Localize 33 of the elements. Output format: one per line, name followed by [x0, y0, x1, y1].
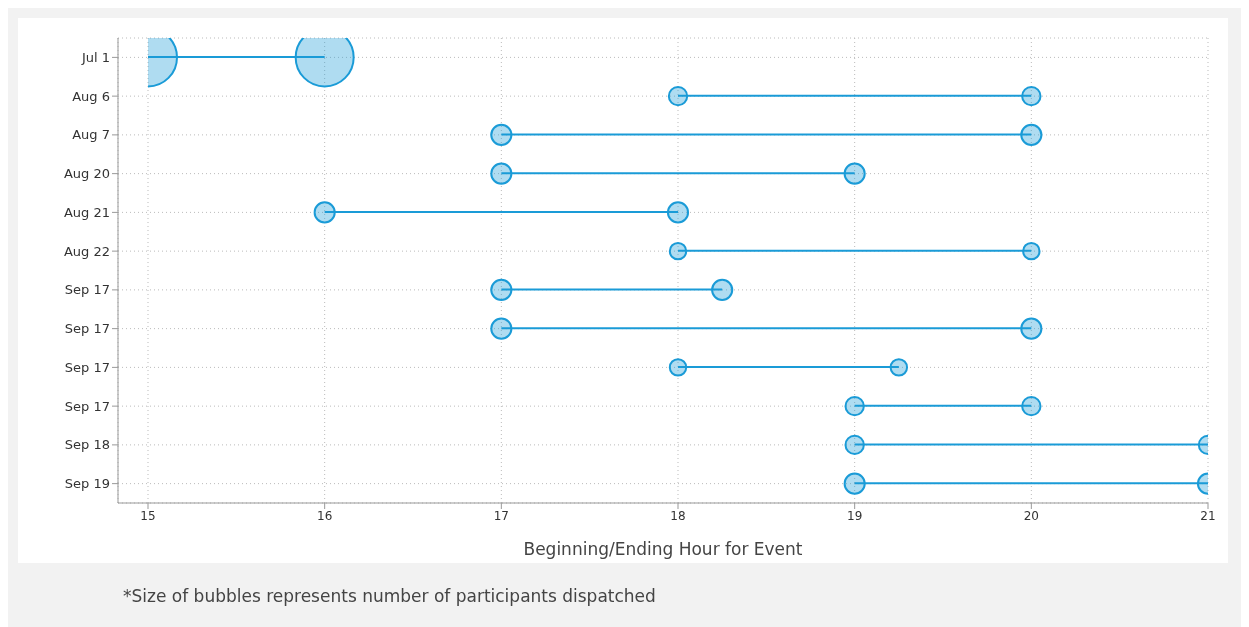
bar [501, 288, 723, 291]
x-axis-title: Beginning/Ending Hour for Event [523, 539, 803, 560]
y-tick-label: Sep 17 [64, 282, 110, 298]
x-tick-label: 15 [140, 508, 156, 523]
x-tick-label: 17 [493, 508, 509, 523]
bar [148, 56, 325, 58]
x-tick-label: 21 [1200, 508, 1216, 523]
y-tick-label: Sep 19 [64, 476, 110, 492]
x-tick-label: 18 [670, 508, 686, 523]
y-tick-label: Aug 21 [63, 204, 110, 220]
y-tick-label: Aug 6 [72, 88, 110, 104]
y-tick-label: Aug 7 [72, 127, 110, 143]
bar [324, 211, 678, 213]
bar [854, 404, 1032, 407]
bar [501, 327, 1032, 330]
bar [678, 366, 899, 368]
bar [501, 133, 1032, 136]
x-tick-label: 19 [847, 508, 863, 523]
y-tick-label: Sep 17 [64, 398, 110, 414]
bar [678, 249, 1032, 252]
y-tick-label: Jul 1 [80, 49, 110, 65]
x-tick-label: 16 [317, 508, 333, 523]
y-tick-label: Sep 17 [64, 359, 110, 375]
bar [678, 94, 1032, 97]
y-tick-label: Aug 20 [63, 166, 110, 182]
x-tick-label: 20 [1023, 508, 1039, 523]
y-tick-label: Sep 17 [64, 321, 110, 337]
bar [501, 172, 855, 175]
bar [854, 482, 1208, 485]
y-tick-label: Aug 22 [63, 243, 110, 259]
text: *Size of bubbles represents number of participants dispatched [123, 586, 656, 606]
bar [854, 443, 1208, 446]
y-tick-label: Sep 18 [64, 437, 110, 453]
